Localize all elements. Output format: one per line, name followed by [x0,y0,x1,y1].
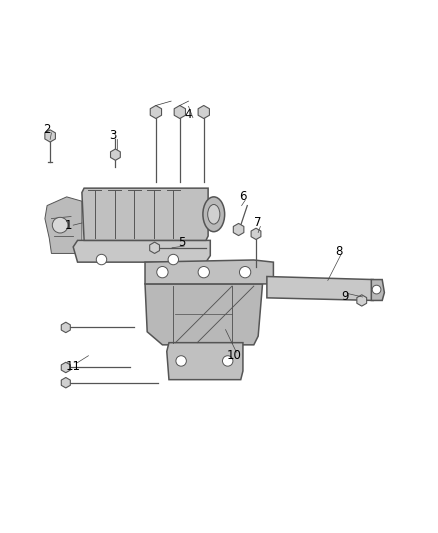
Text: 11: 11 [66,360,81,373]
Circle shape [198,266,209,278]
Polygon shape [174,106,185,118]
Polygon shape [357,295,367,306]
Text: 4: 4 [185,108,192,120]
Ellipse shape [203,197,225,232]
Circle shape [157,266,168,278]
Text: 6: 6 [239,190,247,204]
Circle shape [52,217,68,233]
Polygon shape [371,279,385,301]
Text: 2: 2 [43,123,51,136]
Polygon shape [167,343,243,379]
Polygon shape [61,377,71,388]
Polygon shape [45,197,82,254]
Polygon shape [61,362,71,373]
Polygon shape [150,106,162,118]
Text: 5: 5 [178,236,186,249]
Polygon shape [198,106,209,118]
Polygon shape [145,284,262,345]
Polygon shape [110,149,120,160]
Polygon shape [267,277,378,301]
Polygon shape [61,322,71,333]
Circle shape [240,266,251,278]
Polygon shape [251,228,261,239]
Circle shape [372,285,381,294]
Text: 9: 9 [342,290,349,303]
Circle shape [223,356,233,366]
Polygon shape [73,240,210,262]
Polygon shape [145,260,273,284]
Text: 8: 8 [335,245,343,258]
Polygon shape [82,188,208,240]
Circle shape [176,356,186,366]
Polygon shape [45,130,56,142]
Text: 3: 3 [109,130,116,142]
Text: 7: 7 [254,216,262,230]
Polygon shape [233,223,244,236]
Text: 10: 10 [227,349,242,362]
Polygon shape [150,242,159,254]
Text: 1: 1 [65,219,73,232]
Circle shape [96,254,107,265]
Ellipse shape [208,205,220,224]
Circle shape [168,254,179,265]
